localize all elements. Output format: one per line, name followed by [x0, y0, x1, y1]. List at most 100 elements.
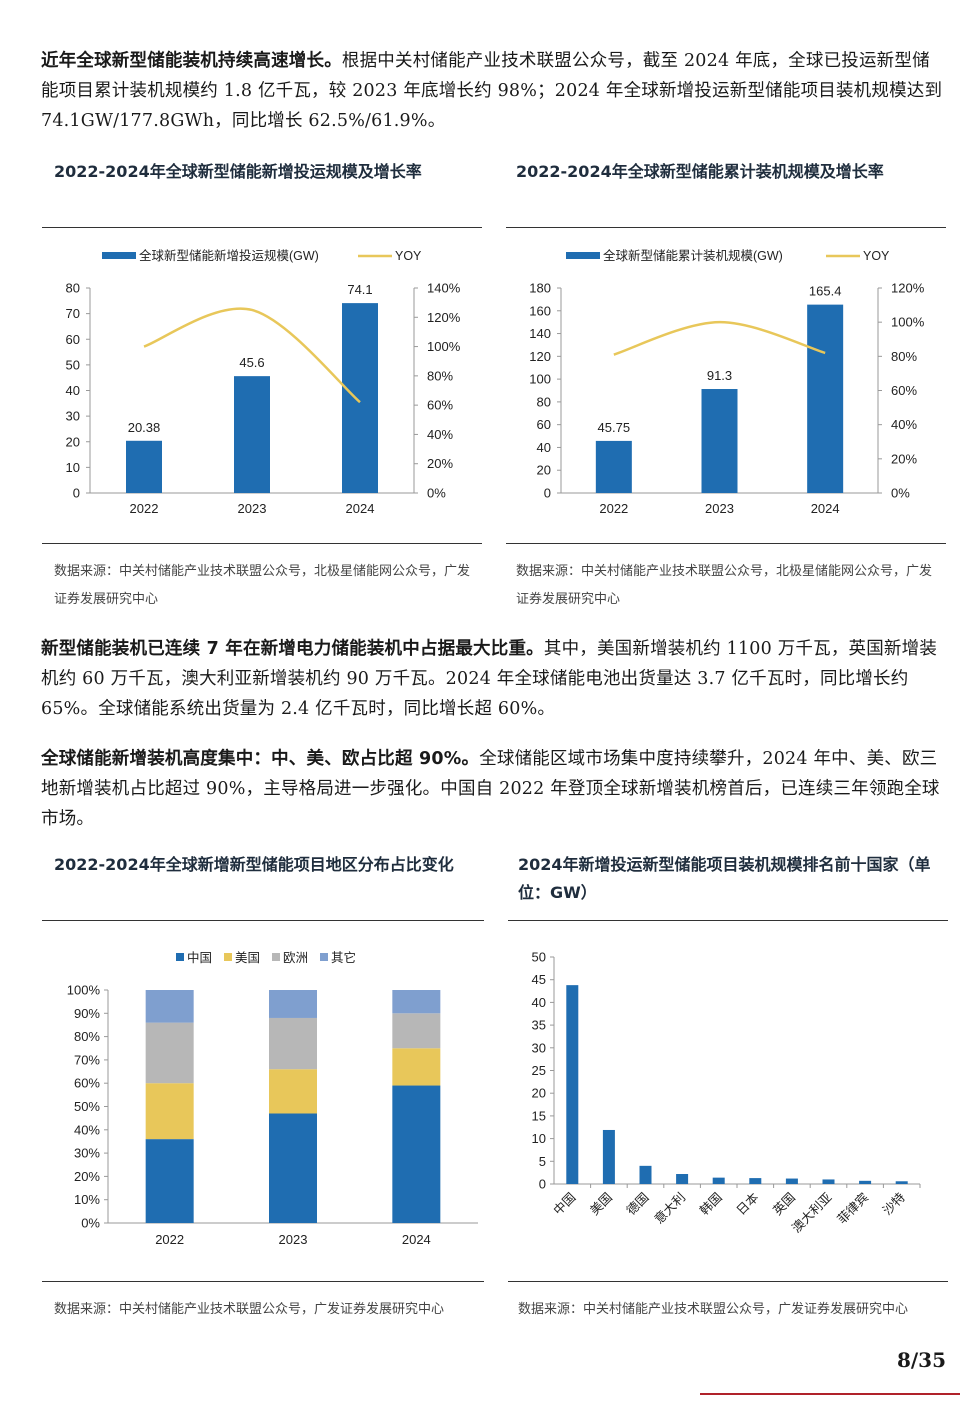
y-tick-label: 90% — [74, 1006, 100, 1021]
x-tick-label: 沙特 — [880, 1190, 908, 1218]
y-tick-label: 15 — [532, 1108, 546, 1123]
y-tick-label: 80% — [74, 1029, 100, 1044]
legend-label: YOY — [863, 249, 890, 263]
bar-segment — [145, 1139, 194, 1223]
y-tick-label: 180 — [529, 281, 551, 296]
y-tick-label: 50 — [66, 357, 80, 372]
y-tick-label: 80 — [66, 281, 80, 296]
source-note-3: 数据来源：中关村储能产业技术联盟公众号，广发证券发展研究中心 — [54, 1302, 445, 1317]
bar — [602, 1129, 615, 1184]
divider — [508, 920, 948, 921]
y-tick-label: 20% — [891, 451, 917, 466]
y-tick-label: 10 — [532, 1131, 546, 1146]
legend-swatch — [102, 252, 136, 259]
figure-title-3: 2022-2024年全球新增新型储能项目地区分布占比变化 — [54, 855, 454, 874]
divider — [508, 1281, 948, 1282]
y-tick-label: 40% — [74, 1122, 100, 1137]
bar-segment — [269, 1113, 317, 1223]
y-tick-label: 80 — [537, 394, 551, 409]
bar — [639, 1165, 652, 1184]
y-tick-label: 100% — [67, 983, 101, 998]
bar — [859, 1180, 872, 1184]
bar-segment — [392, 1013, 441, 1049]
x-tick-label: 英国 — [770, 1190, 798, 1218]
y-tick-label: 20 — [532, 1086, 546, 1101]
y-tick-label: 0 — [544, 486, 551, 501]
divider — [506, 227, 946, 228]
y-tick-label: 20 — [537, 463, 551, 478]
y-tick-label: 60 — [537, 417, 551, 432]
source-note-1: 数据来源：中关村储能产业技术联盟公众号，北极星储能网公众号，广发证券发展研究中心 — [54, 564, 471, 607]
divider — [42, 543, 482, 544]
paragraph-body: 根据中关村储能产业技术联盟公众号，截至 2024 年底，全球已投运新型储能项目累… — [41, 51, 943, 131]
bar-segment — [269, 1069, 317, 1114]
y-tick-label: 45 — [532, 972, 546, 987]
paragraph-body: 全球储能区域市场集中度持续攀升，2024 年中、美、欧三地新增装机占比超过 90… — [41, 749, 940, 829]
bar-segment — [269, 1017, 317, 1070]
legend-label: YOY — [395, 249, 422, 263]
y-tick-label: 0% — [81, 1216, 100, 1231]
legend-swatch — [272, 953, 280, 961]
bar-segment — [145, 1022, 194, 1084]
paragraph-body: 其中，美国新增装机约 1100 万千瓦，英国新增装机约 60 万千瓦，澳大利亚新… — [41, 639, 938, 719]
divider — [42, 227, 482, 228]
x-tick-label: 2023 — [238, 501, 267, 516]
x-tick-label: 2024 — [402, 1232, 431, 1247]
y-tick-label: 0% — [427, 486, 446, 501]
bar-segment — [392, 990, 441, 1014]
bar — [712, 1177, 725, 1184]
x-tick-label: 2024 — [346, 501, 375, 516]
legend-label: 中国 — [187, 950, 212, 965]
y-tick-label: 140 — [529, 326, 551, 341]
y-tick-label: 50% — [74, 1099, 100, 1114]
data-label: 45.75 — [598, 420, 631, 435]
body-paragraph: 新型储能装机已连续 7 年在新增电力储能装机中占据最大比重。其中，美国新增装机约… — [41, 634, 946, 724]
y-tick-label: 10 — [66, 460, 80, 475]
x-tick-label: 2024 — [811, 501, 840, 516]
chart-cumulative-installations: 全球新型储能累计装机规模(GW) YOY 0 20 40 60 80 100 120 140 160… — [529, 248, 924, 516]
bar — [234, 376, 270, 493]
y-tick-label: 20% — [74, 1169, 100, 1184]
footer-rule — [700, 1393, 960, 1395]
y-tick-label: 40 — [537, 440, 551, 455]
divider — [42, 920, 484, 921]
y-tick-label: 140% — [427, 281, 461, 296]
x-tick-label: 2023 — [705, 501, 734, 516]
y-tick-label: 100 — [529, 372, 551, 387]
y-tick-label: 70% — [74, 1052, 100, 1067]
figure-title-2: 2022-2024年全球新型储能累计装机规模及增长率 — [516, 162, 884, 181]
legend-swatch — [224, 953, 232, 961]
bar-segment — [269, 990, 317, 1018]
y-tick-label: 60% — [74, 1076, 100, 1091]
legend-label: 全球新型储能新增投运规模(GW) — [139, 248, 319, 263]
source-note-4: 数据来源：中关村储能产业技术联盟公众号，广发证券发展研究中心 — [518, 1302, 909, 1317]
x-tick-label: 菲律宾 — [834, 1190, 871, 1227]
x-tick-label: 意大利 — [651, 1190, 688, 1227]
page-number: 8/35 — [896, 1348, 946, 1372]
yoy-line — [143, 307, 361, 404]
yoy-line — [613, 320, 826, 356]
bar — [895, 1181, 908, 1184]
y-tick-label: 40 — [532, 995, 546, 1010]
legend-label: 全球新型储能累计装机规模(GW) — [603, 248, 783, 263]
y-tick-label: 30 — [66, 409, 80, 424]
bar-segment — [392, 1048, 441, 1086]
bar — [595, 440, 632, 493]
data-label: 45.6 — [239, 355, 264, 370]
paragraph-lead: 全球储能新增装机高度集中：中、美、欧占比超 90%。 — [41, 749, 480, 769]
legend-label: 其它 — [331, 950, 356, 965]
y-tick-label: 40% — [891, 417, 917, 432]
y-tick-label: 40 — [66, 383, 80, 398]
x-tick-label: 日本 — [734, 1190, 762, 1218]
source-note-2: 数据来源：中关村储能产业技术联盟公众号，北极星储能网公众号，广发证券发展研究中心 — [516, 564, 933, 607]
x-tick-label: 德国 — [623, 1190, 651, 1218]
y-tick-label: 5 — [539, 1154, 546, 1169]
y-tick-label: 60 — [66, 332, 80, 347]
divider — [42, 1281, 484, 1282]
y-tick-label: 80% — [427, 368, 453, 383]
y-tick-label: 0% — [891, 486, 910, 501]
intro-paragraph: 近年全球新型储能装机持续高速增长。根据中关村储能产业技术联盟公众号，截至 202… — [41, 46, 946, 136]
y-tick-label: 30 — [532, 1040, 546, 1055]
y-tick-label: 160 — [529, 303, 551, 318]
y-tick-label: 120% — [427, 310, 461, 325]
